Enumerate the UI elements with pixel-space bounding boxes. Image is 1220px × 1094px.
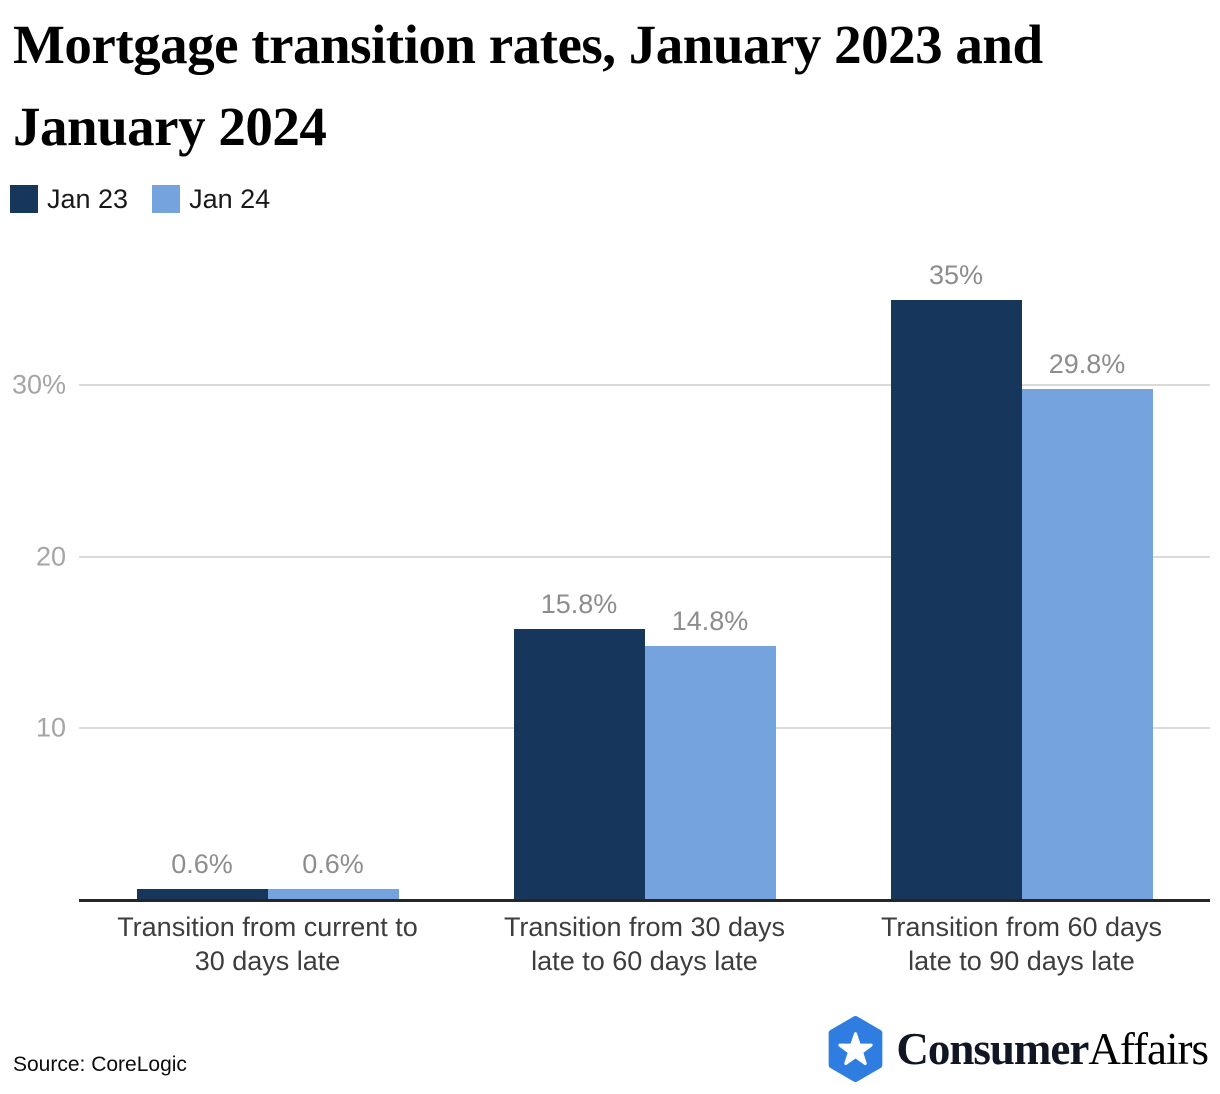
chart-title: Mortgage transition rates, January 2023 …: [13, 14, 1043, 157]
bar-group-3: 35% 29.8%: [833, 240, 1210, 899]
legend-item-jan-24: Jan 24: [152, 185, 270, 213]
x-axis-labels: Transition from current to 30 days late T…: [79, 910, 1210, 978]
bar-value-label: 0.6%: [302, 848, 364, 879]
bar-jan23-group-1: [136, 888, 268, 899]
bar-chart-plot-area: 0.6% 0.6% 15.8% 14.8% 35% 29.8% 10 20 30%: [12, 240, 1210, 902]
bar-wrap: 0.6%: [136, 848, 268, 899]
bar-group-2: 15.8% 14.8%: [456, 240, 833, 899]
bar-wrap: 15.8%: [513, 588, 645, 899]
brand-name-bold: Consumer: [896, 1024, 1089, 1074]
y-tick-label-10: 10: [35, 712, 66, 743]
bar-wrap: 29.8%: [1021, 348, 1153, 899]
legend-label: Jan 23: [47, 184, 129, 214]
legend: Jan 23 Jan 24: [10, 185, 270, 213]
bar-jan23-group-2: [513, 628, 645, 899]
consumeraffairs-logo: Consumer Affairs: [825, 1016, 1209, 1082]
bar-groups: 0.6% 0.6% 15.8% 14.8% 35% 29.8%: [79, 240, 1210, 899]
legend-swatch-jan-23: [10, 185, 38, 213]
bar-jan23-group-3: [890, 299, 1022, 899]
bar-value-label: 29.8%: [1048, 348, 1126, 379]
bar-wrap: 35%: [890, 259, 1022, 899]
bar-wrap: 0.6%: [267, 848, 399, 899]
y-tick-label-30: 30%: [11, 369, 66, 400]
bar-jan24-group-3: [1021, 388, 1153, 899]
legend-label: Jan 24: [189, 184, 271, 214]
brand-name-light: Affairs: [1088, 1024, 1209, 1074]
bar-wrap: 14.8%: [644, 605, 776, 899]
gridline-20: [79, 555, 1210, 558]
bar-value-label: 15.8%: [540, 588, 618, 619]
source-label: Source: CoreLogic: [13, 1053, 187, 1076]
bar-value-label: 35%: [928, 259, 984, 290]
bar-value-label: 14.8%: [671, 605, 749, 636]
legend-item-jan-23: Jan 23: [10, 185, 128, 213]
legend-swatch-jan-24: [152, 185, 181, 213]
y-tick-label-20: 20: [35, 541, 66, 572]
x-axis-category-label-1: Transition from current to 30 days late: [117, 912, 418, 976]
bar-group-1: 0.6% 0.6%: [79, 240, 456, 899]
bar-jan24-group-2: [644, 645, 776, 899]
bar-value-label: 0.6%: [171, 848, 233, 879]
x-axis-category-label-2: Transition from 30 days late to 60 days …: [503, 912, 786, 976]
bar-jan24-group-1: [267, 888, 399, 899]
gridline-30: [79, 384, 1210, 387]
brand-hexagon-star-icon: [829, 1016, 883, 1082]
x-axis-category-label-3: Transition from 60 days late to 90 days …: [880, 912, 1163, 976]
